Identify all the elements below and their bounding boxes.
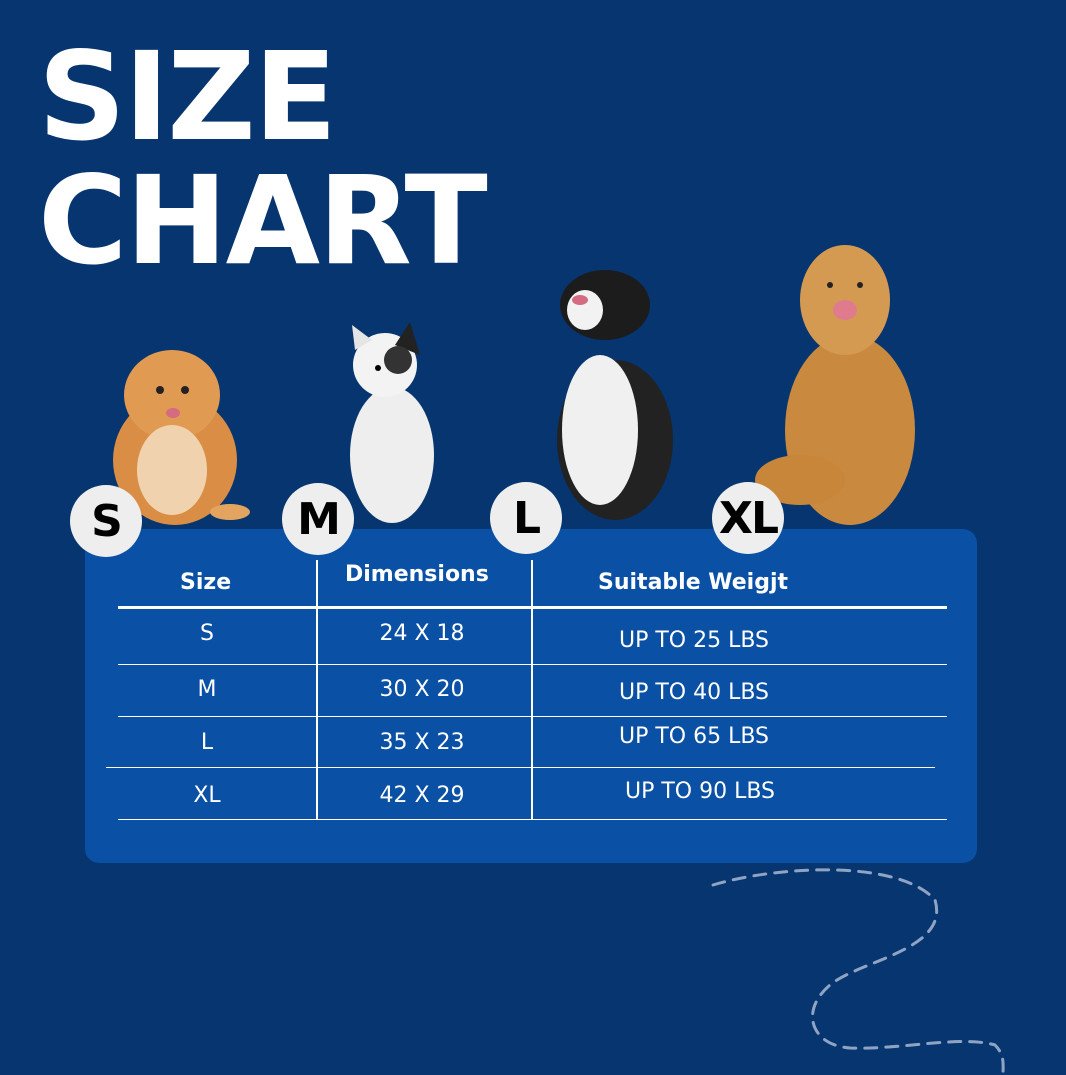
header-weight: Suitable Weigjt: [598, 570, 789, 595]
title-line-1: SIZE: [38, 26, 337, 168]
row-divider: [118, 664, 947, 665]
header-dimensions: Dimensions: [345, 562, 489, 587]
cell-dimensions: 42 X 29: [379, 783, 465, 808]
size-badge-l: L: [490, 482, 562, 554]
french-bulldog-image: [350, 322, 434, 523]
pomeranian-image: [113, 350, 250, 525]
cell-size: L: [200, 730, 214, 755]
column-divider: [531, 560, 533, 820]
cell-size: M: [197, 677, 217, 702]
border-collie-image: [557, 270, 673, 520]
size-badge-m: M: [282, 483, 354, 555]
golden-retriever-image: [755, 245, 915, 525]
cell-weight: UP TO 40 LBS: [618, 680, 770, 705]
size-badge-s: S: [70, 485, 142, 557]
column-divider: [316, 560, 318, 820]
dog-illustrations: [113, 245, 915, 525]
row-divider: [118, 716, 947, 717]
cell-size: XL: [193, 783, 221, 808]
header-divider: [118, 606, 947, 609]
row-divider: [106, 767, 935, 768]
cell-dimensions: 30 X 20: [379, 677, 465, 702]
header-size: Size: [180, 570, 232, 595]
size-badge-xl: XL: [712, 482, 784, 554]
cell-weight: UP TO 90 LBS: [624, 779, 776, 804]
cell-size: S: [200, 621, 214, 646]
cell-weight: UP TO 65 LBS: [618, 724, 770, 749]
cell-weight: UP TO 25 LBS: [618, 628, 770, 653]
cell-dimensions: 24 X 18: [379, 621, 465, 646]
cell-dimensions: 35 X 23: [379, 730, 465, 755]
title-line-2: CHART: [38, 150, 488, 292]
row-divider: [118, 819, 947, 820]
